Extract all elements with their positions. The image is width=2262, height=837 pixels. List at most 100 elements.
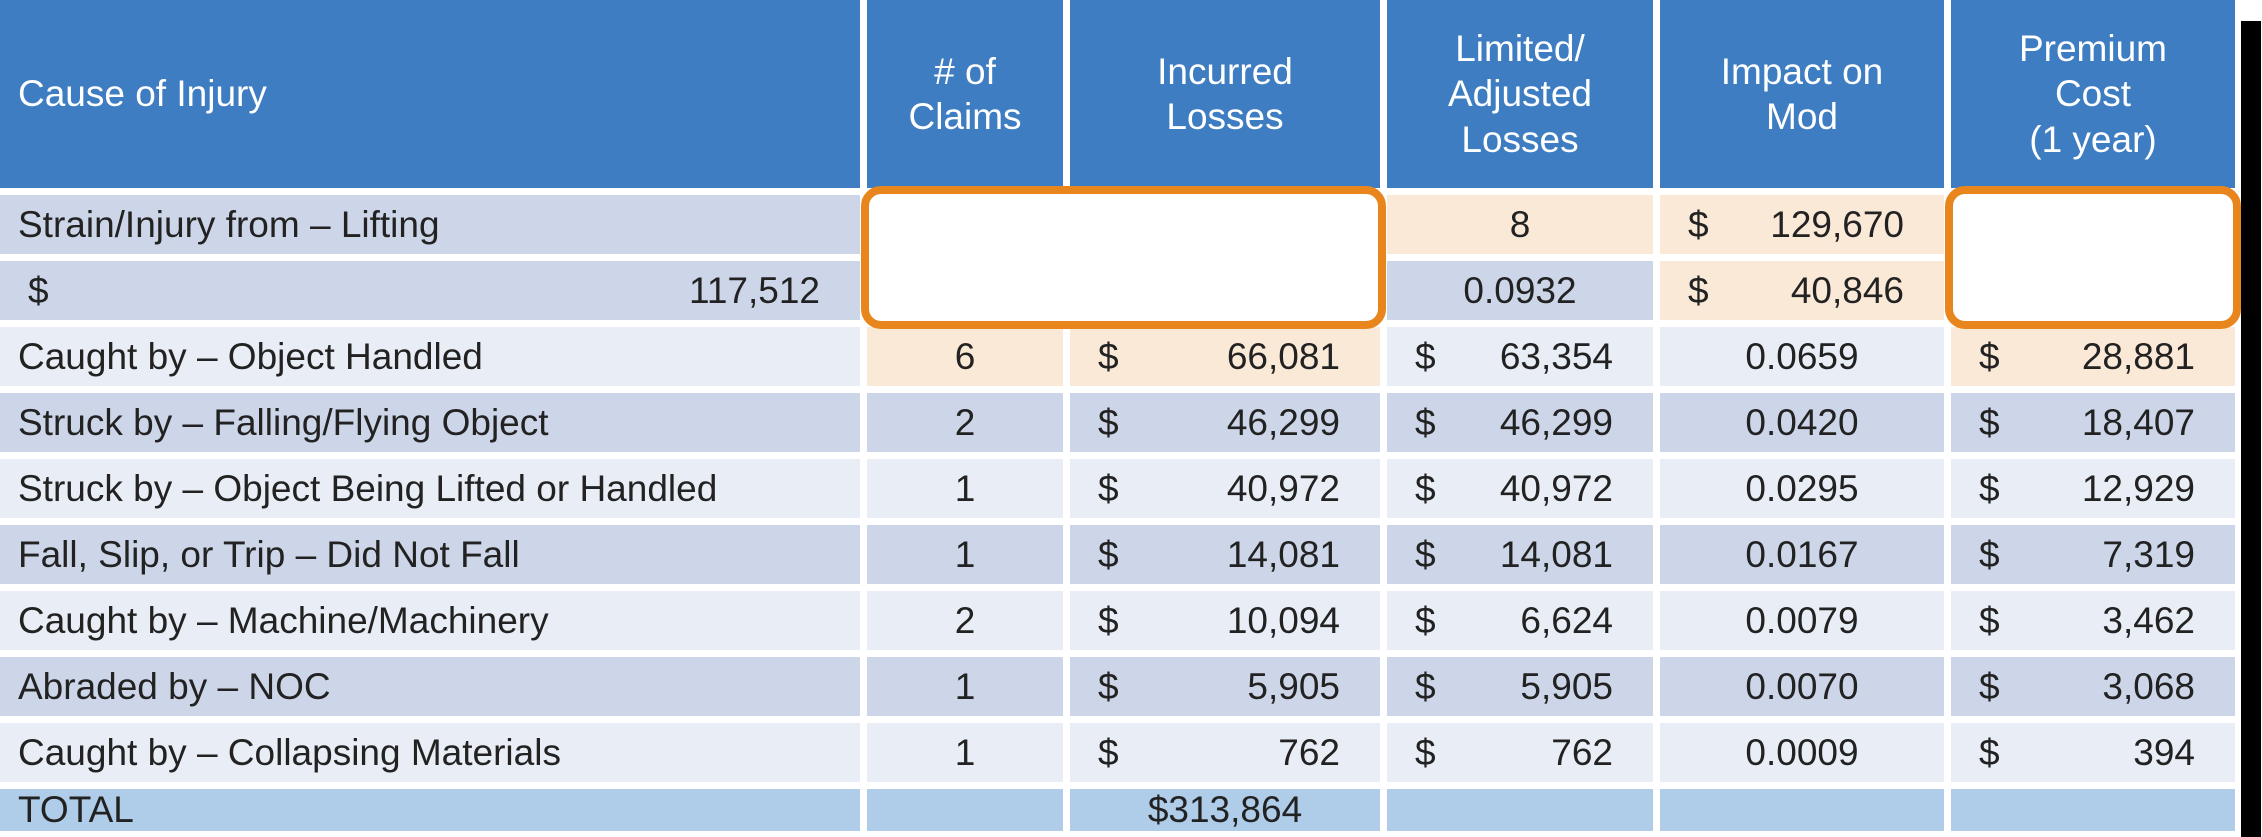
header-impact-on-mod: Impact on Mod <box>1660 0 1944 188</box>
mod-cell: 0.0167 <box>1660 525 1944 584</box>
premium-cell: $ 3,462 <box>1951 591 2235 650</box>
mod-cell: 0.0932 <box>1387 261 1653 320</box>
premium-cell: $ 3,068 <box>1951 657 2235 716</box>
highlight-box-premium <box>1945 186 2241 329</box>
premium-value: 28,881 <box>2081 335 2195 377</box>
incurred-value: 40,972 <box>1226 467 1340 509</box>
mod-cell: 0.0070 <box>1660 657 1944 716</box>
premium-value: 7,319 <box>2102 533 2195 575</box>
limited-value: 40,972 <box>1499 467 1613 509</box>
currency-symbol: $ <box>1098 335 1119 377</box>
currency-symbol: $ <box>1979 665 2000 707</box>
limited-value: 6,624 <box>1520 599 1613 641</box>
claims-cell: 1 <box>867 525 1063 584</box>
currency-symbol: $ <box>1415 401 1436 443</box>
currency-symbol: $ <box>1098 533 1119 575</box>
cause-cell: Caught by – Machine/Machinery <box>0 591 860 650</box>
currency-symbol: $ <box>1415 467 1436 509</box>
limited-value: 46,299 <box>1499 401 1613 443</box>
premium-value: 3,462 <box>2102 599 2195 641</box>
mod-cell: 0.0659 <box>1660 327 1944 386</box>
currency-symbol: $ <box>1688 269 1709 311</box>
limited-cell: $ 5,905 <box>1387 657 1653 716</box>
premium-cell: $ 28,881 <box>1951 327 2235 386</box>
premium-value: 40,846 <box>1790 269 1904 311</box>
incurred-cell: $ 14,081 <box>1070 525 1380 584</box>
currency-symbol: $ <box>1098 731 1119 773</box>
limited-cell: $ 63,354 <box>1387 327 1653 386</box>
mod-cell: 0.0009 <box>1660 723 1944 782</box>
claims-cell: 2 <box>867 393 1063 452</box>
incurred-cell: $ 10,094 <box>1070 591 1380 650</box>
claims-cell: 2 <box>867 591 1063 650</box>
header-cause-of-injury: Cause of Injury <box>0 0 860 188</box>
limited-value: 63,354 <box>1499 335 1613 377</box>
header-limited-adjusted-losses: Limited/ Adjusted Losses <box>1387 0 1653 188</box>
premium-value: 394 <box>2133 731 2195 773</box>
cause-cell: Caught by – Object Handled <box>0 327 860 386</box>
currency-symbol: $ <box>1415 665 1436 707</box>
limited-cell: $ 46,299 <box>1387 393 1653 452</box>
highlight-box-claims-incurred <box>861 186 1386 329</box>
claims-cell: 6 <box>867 327 1063 386</box>
header-num-claims: # of Claims <box>867 0 1063 188</box>
currency-symbol: $ <box>1979 599 2000 641</box>
premium-cell: $ 40,846 <box>1660 261 1944 320</box>
incurred-value: 129,670 <box>1770 203 1904 245</box>
total-empty-mod-cell <box>1660 789 1944 831</box>
premium-cell: $ 7,319 <box>1951 525 2235 584</box>
premium-value: 18,407 <box>2081 401 2195 443</box>
cause-cell: Caught by – Collapsing Materials <box>0 723 860 782</box>
currency-symbol: $ <box>1979 533 2000 575</box>
total-empty-limited-cell <box>1387 789 1653 831</box>
cause-cell: Fall, Slip, or Trip – Did Not Fall <box>0 525 860 584</box>
currency-symbol: $ <box>28 269 49 311</box>
cause-cell: Abraded by – NOC <box>0 657 860 716</box>
limited-value: 117,512 <box>689 269 820 311</box>
total-label: TOTAL <box>0 789 860 831</box>
cause-cell: Strain/Injury from – Lifting <box>0 195 860 254</box>
incurred-value: 10,094 <box>1226 599 1340 641</box>
mod-cell: 0.0420 <box>1660 393 1944 452</box>
limited-cell: $ 40,972 <box>1387 459 1653 518</box>
header-premium-cost: Premium Cost (1 year) <box>1951 0 2235 188</box>
limited-cell: $ 117,512 <box>0 261 860 320</box>
currency-symbol: $ <box>1979 467 2000 509</box>
currency-symbol: $ <box>1098 599 1119 641</box>
limited-value: 14,081 <box>1499 533 1613 575</box>
limited-value: 5,905 <box>1520 665 1613 707</box>
incurred-value: 14,081 <box>1226 533 1340 575</box>
currency-symbol: $ <box>1688 203 1709 245</box>
currency-symbol: $ <box>1415 731 1436 773</box>
currency-symbol: $ <box>1098 467 1119 509</box>
currency-symbol: $ <box>1979 401 2000 443</box>
currency-symbol: $ <box>1415 533 1436 575</box>
incurred-cell: $ 762 <box>1070 723 1380 782</box>
total-incurred-cell: $313,864 <box>1070 789 1380 831</box>
cause-cell: Struck by – Object Being Lifted or Handl… <box>0 459 860 518</box>
currency-symbol: $ <box>1415 335 1436 377</box>
incurred-cell: $ 40,972 <box>1070 459 1380 518</box>
premium-value: 3,068 <box>2102 665 2195 707</box>
premium-cell: $ 394 <box>1951 723 2235 782</box>
currency-symbol: $ <box>1415 599 1436 641</box>
limited-cell: $ 6,624 <box>1387 591 1653 650</box>
premium-value: 12,929 <box>2081 467 2195 509</box>
premium-cell: $ 18,407 <box>1951 393 2235 452</box>
cause-cell: Struck by – Falling/Flying Object <box>0 393 860 452</box>
header-incurred-losses: Incurred Losses <box>1070 0 1380 188</box>
claims-cell: 1 <box>867 723 1063 782</box>
incurred-value: 46,299 <box>1226 401 1340 443</box>
total-empty-premium-cell <box>1951 789 2235 831</box>
limited-cell: $ 762 <box>1387 723 1653 782</box>
incurred-cell: $ 46,299 <box>1070 393 1380 452</box>
claims-cell: 1 <box>867 459 1063 518</box>
total-empty-claims-cell <box>867 789 1063 831</box>
limited-value: 762 <box>1551 731 1613 773</box>
limited-cell: $ 14,081 <box>1387 525 1653 584</box>
mod-cell: 0.0295 <box>1660 459 1944 518</box>
incurred-value: 762 <box>1278 731 1340 773</box>
incurred-value: 5,905 <box>1247 665 1340 707</box>
currency-symbol: $ <box>1098 401 1119 443</box>
